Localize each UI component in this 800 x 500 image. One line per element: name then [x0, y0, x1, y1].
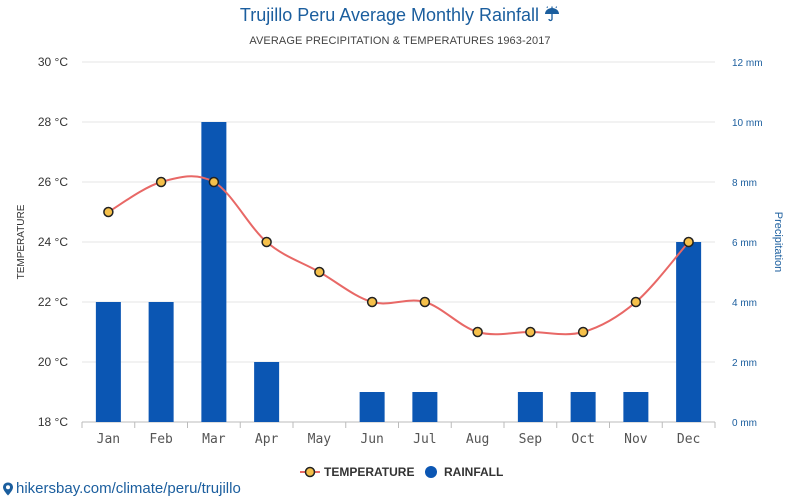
umbrella-rain-icon	[545, 6, 560, 22]
rainfall-temperature-chart: 18 °C 20 °C 22 °C 24 °C 26 °C 28 °C 30 °C 0 mm…	[16, 55, 784, 447]
left-tick-label: 18 °C	[38, 415, 68, 429]
x-tick-label: Apr	[255, 432, 279, 447]
rainfall-bar-dec	[676, 242, 702, 422]
grid-lines	[82, 61, 715, 423]
x-tick-label: Jan	[97, 432, 120, 447]
source-text: hikersbay.com/climate/peru/trujillo	[16, 480, 241, 497]
rainfall-bar-mar	[201, 122, 227, 422]
x-tick-label: Sep	[519, 432, 543, 447]
left-tick-label: 24 °C	[38, 235, 68, 249]
map-pin-icon	[3, 482, 13, 495]
left-tick-label: 22 °C	[38, 295, 68, 309]
rainfall-bars	[95, 122, 702, 422]
right-tick-label: 8 mm	[732, 178, 757, 189]
temperature-point-jan	[103, 206, 114, 218]
rainfall-bar-jul	[412, 392, 438, 422]
x-tick-label: Nov	[624, 432, 648, 447]
left-tick-label: 26 °C	[38, 175, 68, 189]
rainfall-bar-nov	[623, 392, 649, 422]
temperature-point-oct	[577, 326, 589, 338]
chart-title-text: Trujillo Peru Average Monthly Rainfall	[239, 5, 540, 25]
x-tick-label: Dec	[677, 432, 700, 447]
right-tick-label: 4 mm	[732, 298, 757, 309]
x-tick-label: Aug	[466, 432, 489, 447]
temperature-curve	[107, 175, 690, 336]
x-tick-label: Jun	[360, 432, 383, 447]
chart-subtitle: AVERAGE PRECIPITATION & TEMPERATURES 196…	[249, 35, 551, 47]
right-tick-label: 2 mm	[732, 358, 757, 369]
rainfall-bar-jun	[359, 392, 385, 422]
temperature-point-nov	[630, 296, 642, 308]
left-tick-label: 20 °C	[38, 355, 68, 369]
x-tick-label: May	[308, 432, 332, 447]
x-tick-label: Jul	[413, 432, 436, 447]
right-axis-ticks: 0 mm 2 mm 4 mm 6 mm 8 mm 10 mm 12 mm	[732, 58, 763, 429]
temperature-point-jun	[366, 296, 378, 308]
rainfall-legend-icon	[425, 466, 437, 478]
source-link[interactable]: hikersbay.com/climate/peru/trujillo	[2, 480, 241, 497]
x-tick-label: Oct	[571, 432, 594, 447]
temperature-point-mar	[208, 176, 220, 188]
left-tick-label: 28 °C	[38, 115, 68, 129]
chart-title: Trujillo Peru Average Monthly Rainfall	[0, 5, 800, 26]
temperature-point-jul	[419, 296, 431, 308]
rainfall-bar-oct	[570, 392, 596, 422]
x-tick-label: Feb	[149, 432, 173, 447]
legend-label-temperature: TEMPERATURE	[324, 465, 415, 479]
legend-item-rainfall[interactable]: RAINFALL	[424, 463, 503, 481]
right-tick-label: 0 mm	[732, 418, 757, 429]
temperature-point-dec	[683, 236, 694, 248]
temperature-point-may	[314, 266, 325, 278]
rainfall-bar-apr	[254, 362, 280, 422]
left-axis-label: TEMPERATURE	[16, 204, 27, 279]
legend-label-rainfall: RAINFALL	[444, 465, 504, 479]
right-tick-label: 12 mm	[732, 58, 763, 69]
temperature-point-feb	[155, 176, 167, 188]
left-tick-label: 30 °C	[38, 55, 68, 69]
x-axis-ticks: Jan Feb Mar Apr May Jun Jul Aug Sep Oct Nov Dec	[81, 422, 716, 447]
rainfall-bar-feb	[148, 302, 174, 422]
temperature-line	[107, 175, 690, 336]
right-tick-label: 6 mm	[732, 238, 757, 249]
temperature-points	[103, 176, 694, 338]
chart-legend: TEMPERATURE RAINFALL	[0, 463, 800, 481]
rainfall-bar-sep	[517, 392, 543, 422]
temperature-point-apr	[261, 236, 272, 248]
x-tick-label: Mar	[202, 432, 226, 447]
left-axis-ticks: 18 °C 20 °C 22 °C 24 °C 26 °C 28 °C 30 °C	[38, 55, 68, 429]
temperature-point-aug	[472, 326, 483, 338]
right-axis-label: Precipitation	[772, 212, 784, 273]
temperature-legend-icon	[300, 466, 320, 478]
legend-item-temperature[interactable]: TEMPERATURE	[300, 463, 414, 481]
temperature-point-sep	[525, 326, 536, 338]
rainfall-bar-jan	[95, 302, 121, 422]
right-tick-label: 10 mm	[732, 118, 763, 129]
